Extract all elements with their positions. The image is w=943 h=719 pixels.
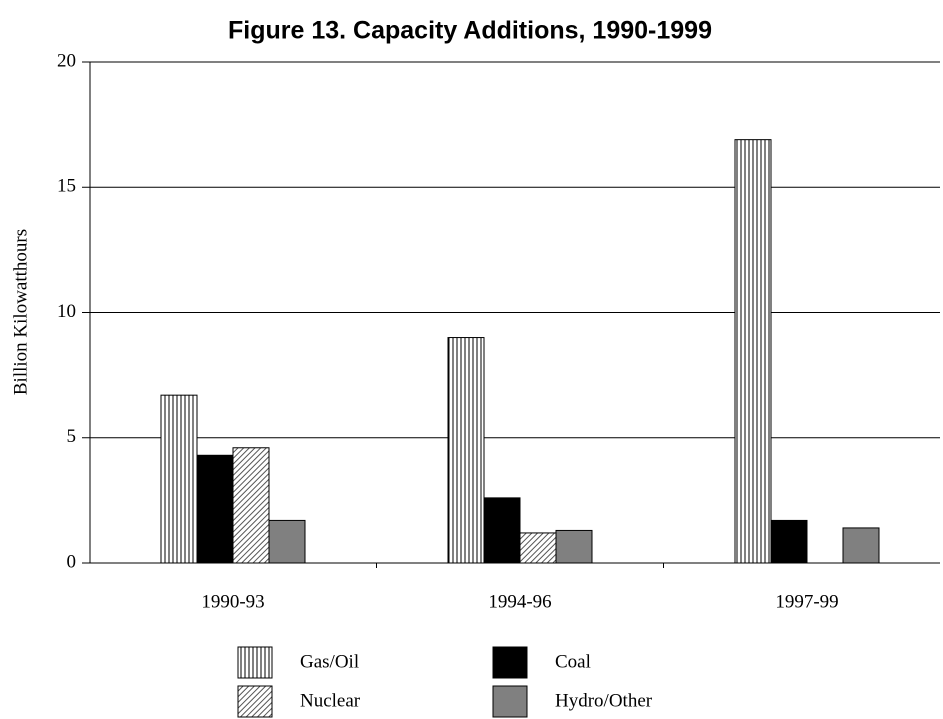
bar [160, 394, 198, 564]
y-tick-label: 5 [67, 426, 77, 447]
legend-label: Hydro/Other [555, 690, 653, 711]
bar [268, 519, 306, 564]
y-tick-label: 15 [57, 176, 76, 197]
x-tick-label: 1994-96 [488, 591, 551, 612]
bar [734, 139, 772, 564]
bar [232, 447, 270, 564]
legend-swatch [237, 646, 273, 679]
bar [196, 454, 234, 564]
y-tick-label: 20 [57, 50, 76, 71]
chart-title: Figure 13. Capacity Additions, 1990-1999 [228, 17, 712, 45]
bar [447, 337, 485, 564]
bar [770, 519, 808, 564]
bar [842, 527, 880, 564]
legend-label: Nuclear [300, 690, 361, 711]
legend-swatch [237, 685, 273, 718]
legend-swatch [492, 685, 528, 718]
legend-label: Coal [555, 651, 591, 672]
y-tick-label: 0 [67, 551, 77, 572]
y-axis-label: Billion Kilowatthours [10, 229, 31, 395]
bar [555, 529, 593, 564]
legend-label: Gas/Oil [300, 651, 359, 672]
y-tick-label: 10 [57, 301, 76, 322]
bar [483, 497, 521, 564]
x-tick-label: 1997-99 [775, 591, 838, 612]
legend-swatch [492, 646, 528, 679]
x-tick-label: 1990-93 [201, 591, 264, 612]
bar [519, 532, 557, 564]
